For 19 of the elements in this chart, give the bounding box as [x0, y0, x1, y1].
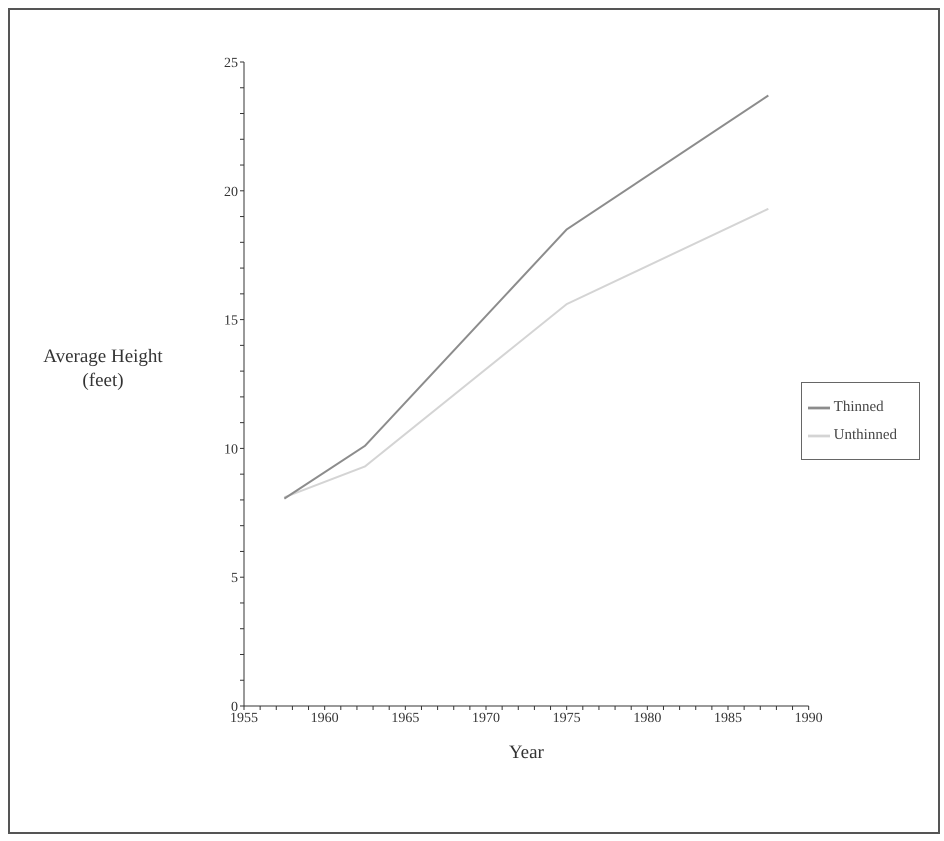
y-axis-title: Average Height (feet)	[42, 345, 164, 393]
legend-label: Unthinned	[834, 427, 897, 443]
y-tick-label: 25	[224, 56, 238, 71]
legend-label: Thinned	[834, 399, 884, 415]
x-tick-label: 1985	[714, 710, 742, 726]
y-tick-label: 5	[231, 571, 238, 586]
x-tick-label: 1980	[633, 710, 662, 726]
x-tick-label: 1960	[310, 710, 339, 726]
x-tick-label: 1975	[552, 710, 581, 726]
line-series	[283, 94, 770, 500]
y-tick-label: 20	[224, 184, 238, 200]
x-tick-label: 1990	[794, 710, 823, 726]
y-tick-label: 10	[224, 442, 238, 458]
y-tick-label: 15	[224, 314, 238, 329]
x-tick-label: 1955	[230, 710, 258, 726]
line-series	[283, 208, 770, 498]
x-tick-label: 1965	[391, 710, 420, 726]
x-axis-title: Year	[508, 742, 545, 763]
x-tick-label: 1970	[472, 710, 500, 726]
